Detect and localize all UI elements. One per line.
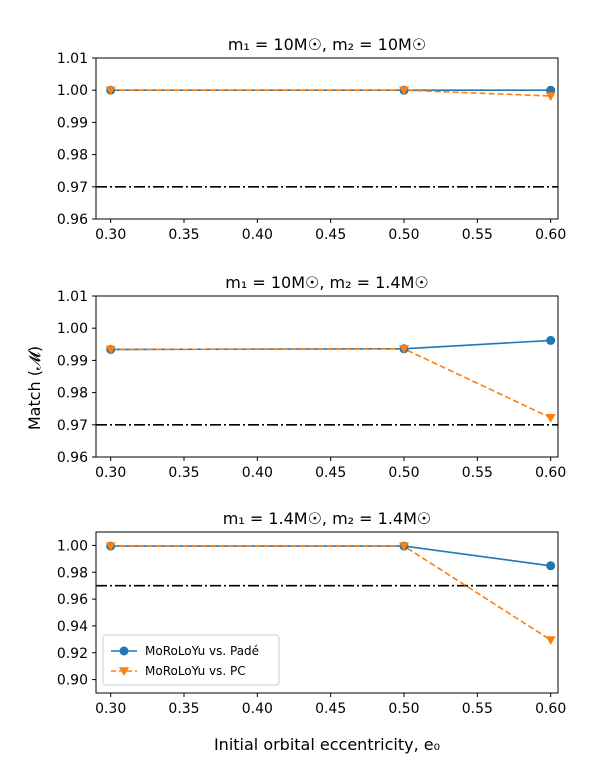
pade-line — [110, 339, 551, 351]
x-tick-label: 0.35 — [168, 701, 199, 717]
pade-marker — [546, 561, 556, 571]
x-tick-label: 0.30 — [95, 701, 126, 717]
pc-marker — [545, 636, 556, 646]
pc-marker — [119, 667, 129, 676]
legend-label-pade: MoRoLoYu vs. Padé — [145, 644, 259, 658]
y-tick-label: 0.90 — [57, 673, 88, 689]
x-tick-label: 0.60 — [535, 465, 566, 481]
x-tick-label: 0.40 — [242, 465, 273, 481]
y-tick-label: 1.00 — [57, 321, 88, 337]
pade-marker — [119, 646, 129, 656]
y-axis-label: Match (𝓜) — [25, 346, 44, 430]
x-tick-label: 0.60 — [535, 227, 566, 243]
x-tick-label: 0.30 — [95, 465, 126, 481]
y-tick-label: 0.94 — [57, 619, 88, 635]
x-tick-label: 0.40 — [242, 701, 273, 717]
y-tick-label: 1.01 — [57, 289, 88, 305]
pc-marker — [399, 542, 409, 552]
pade-line — [110, 545, 551, 567]
x-tick-label: 0.35 — [168, 465, 199, 481]
pc-line — [110, 89, 551, 97]
pc-line — [110, 348, 552, 419]
y-tick-label: 0.96 — [57, 450, 88, 466]
y-tick-label: 0.99 — [57, 353, 88, 369]
pc-marker — [105, 542, 116, 552]
y-tick-label: 0.98 — [57, 565, 88, 581]
pc-marker — [545, 413, 556, 423]
x-tick-label: 0.60 — [535, 701, 566, 717]
pc-marker — [105, 86, 116, 96]
y-tick-label: 0.97 — [57, 180, 88, 196]
pc-line — [110, 545, 552, 641]
panel-1: m₁ = 10M☉, m₂ = 10M☉ 0.30 0.35 0.40 0.45 0.50… — [57, 35, 566, 243]
x-axis-label: Initial orbital eccentricity, e₀ — [214, 735, 440, 754]
plot-frame — [95, 531, 559, 694]
pc-marker — [399, 86, 409, 96]
legend: MoRoLoYu vs. Padé MoRoLoYu vs. PC — [102, 634, 280, 686]
y-tick-label: 0.96 — [57, 592, 88, 608]
x-tick-label: 0.45 — [315, 227, 346, 243]
pc-marker — [545, 92, 556, 101]
y-tick-label: 0.98 — [57, 386, 88, 402]
x-tick-label: 0.30 — [95, 227, 126, 243]
x-tick-label: 0.40 — [242, 227, 273, 243]
x-tick-label: 0.35 — [168, 227, 199, 243]
plot-frame — [95, 295, 559, 458]
pc-marker — [399, 345, 409, 354]
pc-marker — [105, 345, 116, 355]
legend-box — [102, 634, 280, 686]
y-tick-label: 0.97 — [57, 418, 88, 434]
x-tick-label: 0.50 — [388, 227, 419, 243]
y-tick-label: 0.92 — [57, 646, 88, 662]
panel-title: m₁ = 10M☉, m₂ = 1.4M☉ — [225, 273, 428, 292]
y-tick-label: 1.00 — [57, 538, 88, 554]
y-tick-label: 0.96 — [57, 212, 88, 228]
x-tick-label: 0.55 — [462, 465, 493, 481]
y-tick-label: 0.99 — [57, 115, 88, 131]
x-tick-label: 0.45 — [315, 701, 346, 717]
pade-marker — [546, 335, 556, 345]
y-tick-label: 1.00 — [57, 83, 88, 99]
panel-3: m₁ = 1.4M☉, m₂ = 1.4M☉ 0.30 0.35 0.40 0.45 0.… — [57, 509, 566, 717]
y-tick-label: 0.98 — [57, 148, 88, 164]
panel-title: m₁ = 1.4M☉, m₂ = 1.4M☉ — [223, 509, 432, 528]
panel-title: m₁ = 10M☉, m₂ = 10M☉ — [228, 35, 426, 54]
panel-2: m₁ = 10M☉, m₂ = 1.4M☉ 0.30 0.35 0.40 0.45 0.5… — [57, 273, 566, 481]
x-tick-label: 0.45 — [315, 465, 346, 481]
legend-label-pc: MoRoLoYu vs. PC — [145, 664, 246, 678]
x-tick-label: 0.55 — [462, 701, 493, 717]
plot-frame — [95, 57, 559, 220]
x-tick-label: 0.55 — [462, 227, 493, 243]
y-tick-label: 1.01 — [57, 51, 88, 67]
x-tick-label: 0.50 — [388, 465, 419, 481]
x-tick-label: 0.50 — [388, 701, 419, 717]
